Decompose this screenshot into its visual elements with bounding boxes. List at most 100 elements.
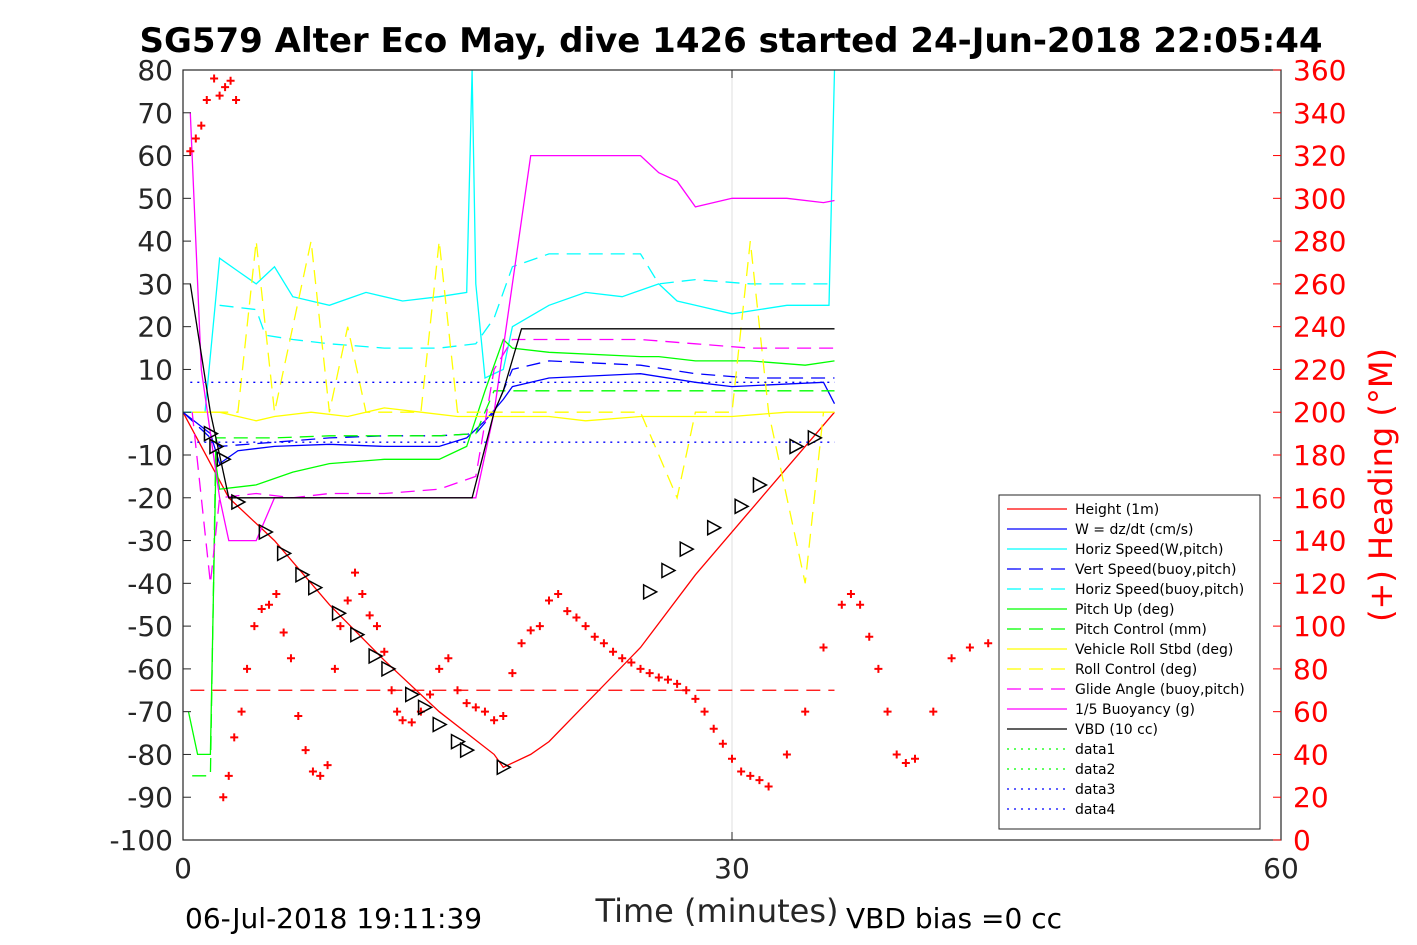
heading-marker bbox=[197, 121, 206, 130]
heading-marker bbox=[673, 679, 682, 688]
legend-entry: Vehicle Roll Stbd (deg) bbox=[1075, 642, 1233, 658]
heading-marker bbox=[279, 628, 288, 637]
y-tick-label: -50 bbox=[127, 610, 173, 643]
series-line-2 bbox=[183, 69, 836, 413]
heading-marker bbox=[782, 750, 791, 759]
depth-marker bbox=[209, 438, 225, 455]
heading-marker bbox=[336, 622, 345, 631]
depth-marker bbox=[432, 716, 448, 733]
legend-entry: data3 bbox=[1075, 782, 1115, 798]
y-tick-label: -70 bbox=[127, 696, 173, 729]
heading-marker bbox=[801, 707, 810, 716]
y-tick-label: -30 bbox=[127, 525, 173, 558]
heading-marker bbox=[365, 611, 374, 620]
y-tick-label: -20 bbox=[127, 482, 173, 515]
heading-marker bbox=[874, 664, 883, 673]
heading-marker bbox=[219, 793, 228, 802]
heading-marker bbox=[202, 95, 211, 104]
heading-marker bbox=[462, 699, 471, 708]
y-right-tick-label: 120 bbox=[1293, 567, 1346, 600]
y-right-tick-label: 20 bbox=[1293, 781, 1329, 814]
heading-marker bbox=[499, 711, 508, 720]
heading-marker bbox=[435, 664, 444, 673]
y-tick-label: -80 bbox=[127, 738, 173, 771]
heading-marker bbox=[554, 590, 563, 599]
y-tick-label: -90 bbox=[127, 781, 173, 814]
heading-marker bbox=[737, 767, 746, 776]
y-right-tick-label: 100 bbox=[1293, 610, 1346, 643]
y-tick-label: 30 bbox=[137, 268, 173, 301]
series-line-11 bbox=[189, 283, 835, 499]
heading-marker bbox=[901, 759, 910, 767]
heading-marker bbox=[663, 675, 672, 684]
heading-marker bbox=[323, 761, 332, 770]
depth-marker bbox=[308, 579, 324, 596]
y-tick-label: 40 bbox=[137, 225, 173, 258]
depth-marker bbox=[459, 741, 476, 759]
heading-marker bbox=[837, 600, 846, 609]
depth-marker bbox=[368, 647, 384, 665]
depth-marker bbox=[216, 451, 232, 468]
legend-entry: Pitch Up (deg) bbox=[1075, 602, 1174, 618]
legend-entry: VBD (10 cc) bbox=[1075, 722, 1158, 738]
y-right-tick-label: 40 bbox=[1293, 738, 1329, 771]
heading-marker bbox=[343, 596, 352, 605]
heading-marker bbox=[215, 91, 224, 100]
y-right-tick-label: 260 bbox=[1293, 268, 1346, 301]
y-axis-right: 3603403203002802602402202001801601401201… bbox=[1273, 54, 1346, 857]
heading-marker bbox=[636, 664, 645, 673]
series-line-8 bbox=[192, 240, 825, 584]
heading-marker bbox=[728, 754, 736, 763]
depth-marker bbox=[350, 626, 366, 643]
heading-marker bbox=[301, 746, 310, 755]
depth-marker bbox=[258, 523, 274, 541]
heading-marker bbox=[618, 654, 627, 663]
y-right-tick-label: 220 bbox=[1293, 353, 1346, 386]
heading-marker bbox=[191, 134, 200, 143]
heading-marker bbox=[508, 669, 517, 678]
heading-marker bbox=[294, 711, 303, 720]
heading-marker bbox=[286, 654, 295, 663]
heading-marker bbox=[226, 76, 235, 85]
heading-marker bbox=[819, 643, 828, 652]
depth-marker bbox=[734, 498, 750, 515]
x-tick-label: 0 bbox=[174, 852, 192, 885]
depth-marker bbox=[450, 733, 467, 750]
y-right-tick-label: 340 bbox=[1293, 97, 1346, 130]
series-line-4 bbox=[219, 253, 835, 349]
y-tick-label: 50 bbox=[137, 182, 173, 215]
x-tick-label: 60 bbox=[1263, 852, 1299, 885]
legend-entry: Height (1m) bbox=[1075, 502, 1159, 518]
legend: Height (1m) W = dz/dt (cm/s) Horiz Speed(W… bbox=[998, 494, 1261, 830]
heading-marker bbox=[892, 750, 901, 759]
heading-marker bbox=[883, 707, 892, 716]
heading-marker bbox=[426, 690, 435, 699]
heading-marker bbox=[599, 639, 608, 648]
y-right-tick-label: 60 bbox=[1293, 696, 1329, 729]
heading-marker bbox=[709, 724, 718, 733]
y-right-tick-label: 180 bbox=[1293, 439, 1346, 472]
heading-marker bbox=[407, 718, 416, 727]
legend-box bbox=[998, 494, 1261, 830]
heading-marker bbox=[517, 639, 526, 648]
depth-marker bbox=[381, 660, 397, 678]
depth-marker bbox=[642, 583, 659, 601]
legend-entry: data4 bbox=[1075, 802, 1116, 818]
heading-marker bbox=[232, 95, 241, 104]
heading-marker bbox=[316, 771, 325, 780]
y-right-tick-label: 160 bbox=[1293, 482, 1346, 515]
heading-marker bbox=[224, 771, 233, 780]
heading-marker bbox=[358, 590, 367, 599]
heading-marker bbox=[654, 673, 663, 682]
heading-marker bbox=[865, 632, 874, 641]
heading-marker bbox=[272, 590, 281, 599]
heading-marker bbox=[563, 607, 572, 616]
heading-marker bbox=[237, 707, 246, 716]
heading-marker bbox=[846, 590, 855, 599]
y-right-tick-label: 80 bbox=[1293, 653, 1329, 686]
depth-marker bbox=[203, 425, 220, 442]
heading-marker bbox=[856, 600, 865, 609]
y-tick-label: 20 bbox=[137, 311, 173, 344]
heading-marker bbox=[230, 733, 239, 742]
